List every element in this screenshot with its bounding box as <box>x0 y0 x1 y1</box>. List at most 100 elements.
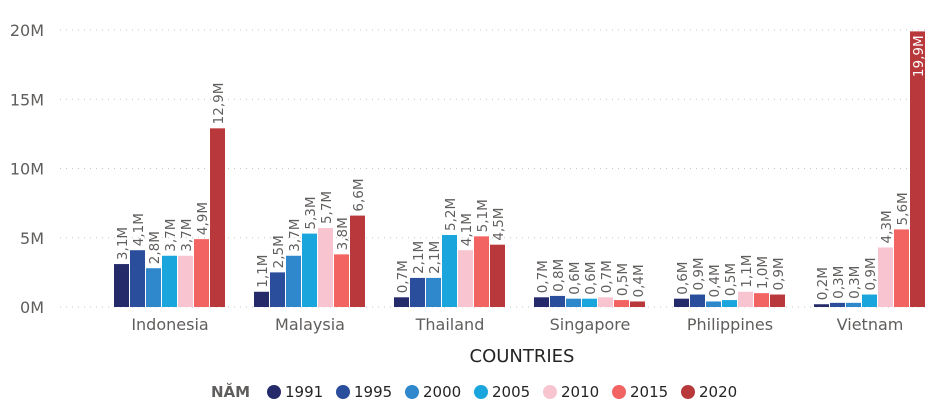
data-label: 4,1M <box>459 213 475 246</box>
bar-malaysia-2010[interactable] <box>318 228 333 307</box>
bars <box>114 31 925 307</box>
legend: NĂM 1991 1995 2000 2005 2010 2015 2020 <box>211 382 737 401</box>
data-label: 4,3M <box>879 210 895 243</box>
bar-philippines-1995[interactable] <box>690 294 705 307</box>
bar-thailand-2005[interactable] <box>442 234 457 307</box>
data-labels: 3,1M 4,1M2,8M 3,7M 3,7M4,9M12,9M1,1M2,5M3,7… <box>115 35 927 300</box>
bar-thailand-1995[interactable] <box>410 277 425 307</box>
y-tick-label: 15M <box>10 90 44 109</box>
bar-singapore-2005[interactable] <box>582 298 597 307</box>
data-label: 12,9M <box>211 83 227 125</box>
bar-vietnam-2015[interactable] <box>894 229 909 307</box>
bar-indonesia-2005[interactable] <box>162 255 177 307</box>
data-label: 5,1M <box>475 199 491 232</box>
legend-entry-2010[interactable]: 2010 <box>561 383 599 401</box>
legend-marker-2000 <box>405 385 419 399</box>
data-label: 0,6M <box>675 262 691 295</box>
data-label: 0,7M <box>535 260 551 293</box>
data-label: 5,6M <box>895 192 911 225</box>
data-label: 2,1M <box>411 241 427 274</box>
bar-malaysia-2015[interactable] <box>334 254 349 307</box>
bar-vietnam-1995[interactable] <box>830 302 845 307</box>
bar-philippines-2020[interactable] <box>770 294 785 307</box>
bar-indonesia-1991[interactable] <box>114 264 129 307</box>
data-label: 0,5M <box>615 263 631 296</box>
legend-entry-1991[interactable]: 1991 <box>285 383 323 401</box>
bar-indonesia-2015[interactable] <box>194 239 209 307</box>
bar-vietnam-2010[interactable] <box>878 247 893 307</box>
bar-vietnam-1991[interactable] <box>814 304 829 307</box>
legend-marker-1995 <box>336 385 350 399</box>
data-label: 4,9M <box>195 202 211 235</box>
data-label: 0,9M <box>771 257 787 290</box>
x-tick-label: Philippines <box>687 315 773 334</box>
data-label: 1,1M <box>739 255 755 288</box>
x-tick-label: Indonesia <box>131 315 208 334</box>
x-axis-title: COUNTRIES <box>470 346 575 367</box>
data-label: 0,7M <box>395 260 411 293</box>
bar-malaysia-2005[interactable] <box>302 233 317 307</box>
bar-malaysia-2020[interactable] <box>350 215 365 307</box>
data-label: 0,4M <box>707 264 723 297</box>
bar-thailand-2010[interactable] <box>458 250 473 307</box>
bar-philippines-2005[interactable] <box>722 300 737 307</box>
bar-thailand-1991[interactable] <box>394 297 409 307</box>
bar-singapore-2015[interactable] <box>614 300 629 307</box>
data-label: 5,2M <box>443 198 459 231</box>
bar-philippines-2000[interactable] <box>706 301 721 307</box>
data-label: 2,5M <box>271 235 287 268</box>
bar-malaysia-1995[interactable] <box>270 272 285 307</box>
data-label: 0,2M <box>815 267 831 300</box>
bar-malaysia-1991[interactable] <box>254 291 269 307</box>
legend-marker-2020 <box>681 385 695 399</box>
bar-vietnam-2020[interactable] <box>910 31 925 307</box>
data-label: 0,3M <box>847 266 863 299</box>
data-label: 0,3M <box>831 266 847 299</box>
bar-vietnam-2005[interactable] <box>862 294 877 307</box>
bar-singapore-2000[interactable] <box>566 298 581 307</box>
legend-entry-1995[interactable]: 1995 <box>354 383 392 401</box>
data-label: 4,5M <box>491 208 507 241</box>
x-tick-label: Thailand <box>415 315 485 334</box>
data-label: 3,8M <box>335 217 351 250</box>
bar-malaysia-2000[interactable] <box>286 255 301 307</box>
data-label: 19,9M <box>911 35 927 77</box>
data-label: 1,0M <box>755 256 771 289</box>
legend-entry-2020[interactable]: 2020 <box>699 383 737 401</box>
legend-entry-2015[interactable]: 2015 <box>630 383 668 401</box>
bar-indonesia-2000[interactable] <box>146 268 161 307</box>
data-label: 5,3M <box>303 196 319 229</box>
bar-indonesia-1995[interactable] <box>130 250 145 307</box>
y-tick-label: 0M <box>20 298 44 317</box>
data-label: 3,7M <box>179 219 195 252</box>
bar-philippines-2010[interactable] <box>738 291 753 307</box>
legend-entry-2005[interactable]: 2005 <box>492 383 530 401</box>
bar-indonesia-2010[interactable] <box>178 255 193 307</box>
data-label: 2,1M <box>427 241 443 274</box>
legend-marker-1991 <box>267 385 281 399</box>
bar-thailand-2015[interactable] <box>474 236 489 307</box>
legend-marker-2015 <box>612 385 626 399</box>
y-axis-ticks: 0M 5M 10M 15M 20M <box>10 21 44 317</box>
bar-singapore-1991[interactable] <box>534 297 549 307</box>
bar-vietnam-2000[interactable] <box>846 302 861 307</box>
bar-thailand-2000[interactable] <box>426 277 441 307</box>
data-label: 1,1M <box>255 255 271 288</box>
data-label: 0,6M <box>567 262 583 295</box>
bar-singapore-1995[interactable] <box>550 295 565 307</box>
data-label: 3,7M <box>287 219 303 252</box>
legend-marker-2005 <box>474 385 488 399</box>
bar-philippines-1991[interactable] <box>674 298 689 307</box>
legend-entry-2000[interactable]: 2000 <box>423 383 461 401</box>
bar-singapore-2010[interactable] <box>598 297 613 307</box>
data-label: 0,9M <box>863 257 879 290</box>
legend-title: NĂM <box>211 382 250 401</box>
data-label: 0,9M <box>691 257 707 290</box>
bar-indonesia-2020[interactable] <box>210 128 225 307</box>
bar-singapore-2020[interactable] <box>630 301 645 307</box>
data-label: 0,8M <box>551 259 567 292</box>
bar-philippines-2015[interactable] <box>754 293 769 307</box>
data-label: 0,6M <box>583 262 599 295</box>
bar-thailand-2020[interactable] <box>490 244 505 307</box>
